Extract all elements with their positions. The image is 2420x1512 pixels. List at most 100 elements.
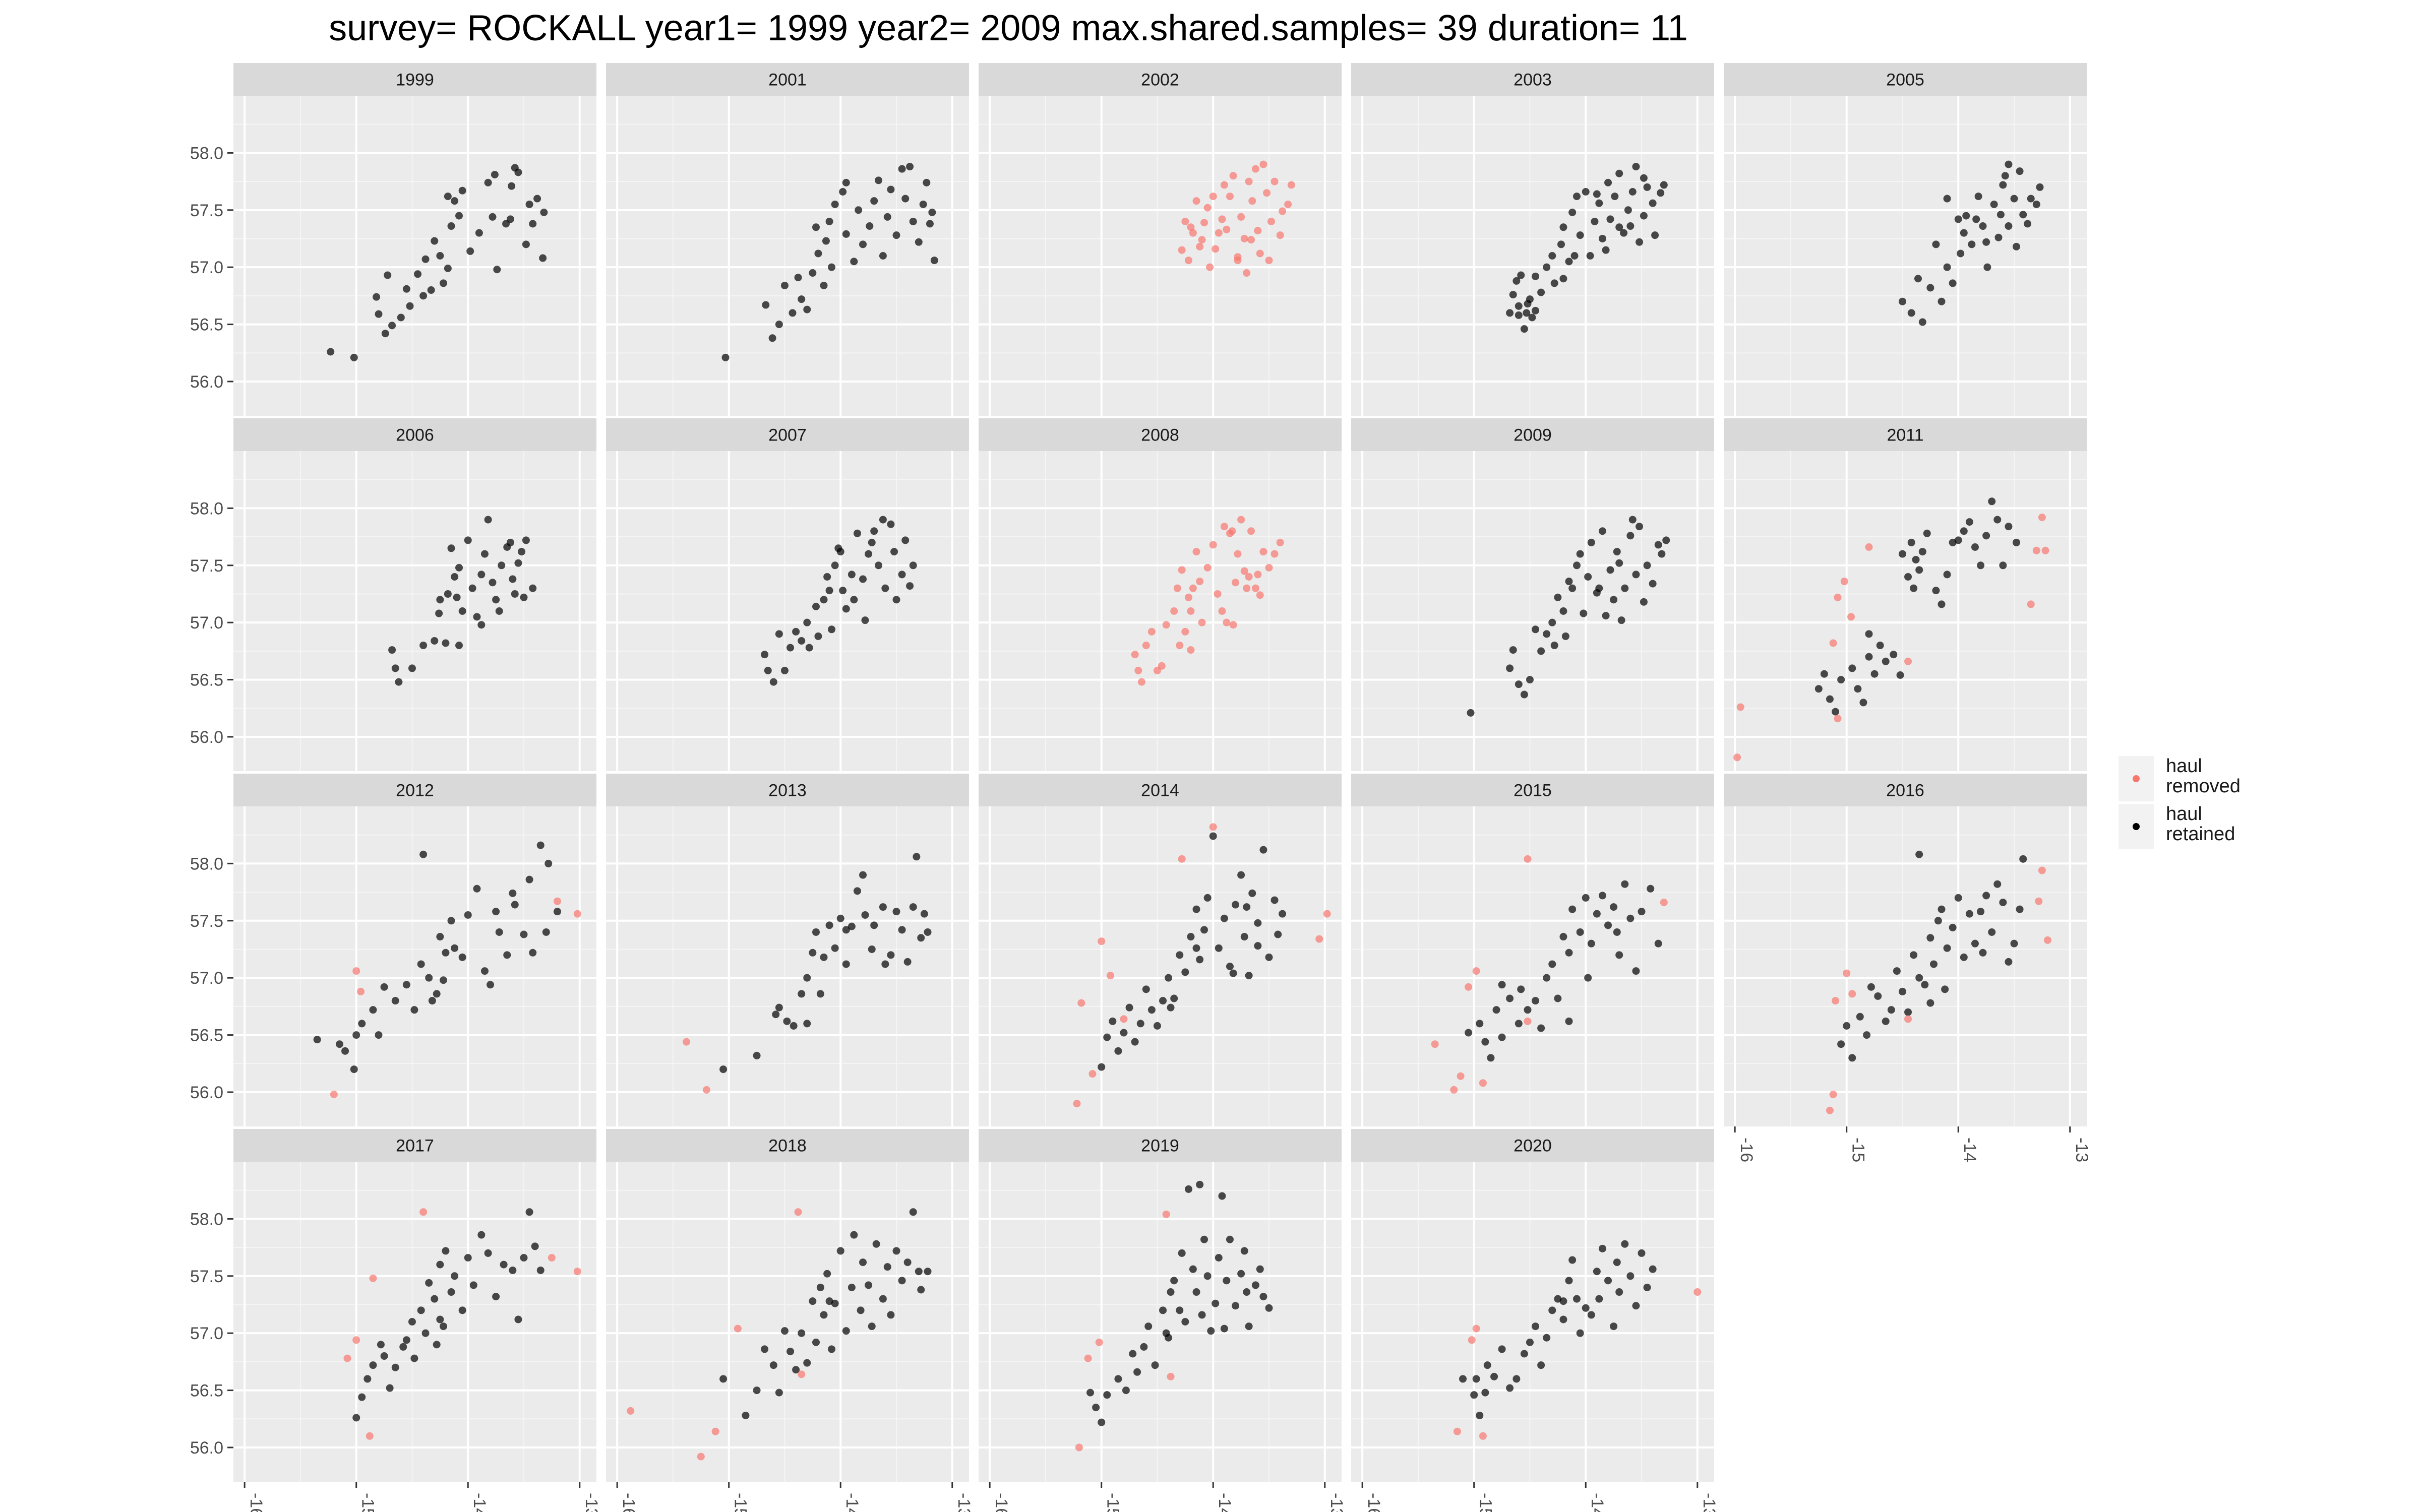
haul-point-retained <box>539 254 547 262</box>
haul-point-removed <box>366 1432 374 1440</box>
haul-point-retained <box>1651 231 1659 239</box>
haul-point-retained <box>909 561 917 570</box>
haul-point-retained <box>1114 1047 1122 1055</box>
haul-point-retained <box>493 266 501 274</box>
haul-point-retained <box>2010 939 2018 948</box>
facet-panel-2012: 2012 <box>233 774 596 1126</box>
haul-point-retained <box>1548 1306 1556 1314</box>
haul-point-retained <box>1929 960 1938 968</box>
haul-point-retained <box>1632 967 1640 975</box>
haul-point-retained <box>2036 183 2044 191</box>
haul-point-retained <box>836 1247 844 1255</box>
haul-point-removed <box>1431 1040 1439 1048</box>
haul-point-removed <box>1203 563 1212 572</box>
haul-point-retained <box>909 903 917 911</box>
haul-point-retained <box>870 921 878 929</box>
y-tick-label: 56.5 <box>190 671 223 690</box>
haul-point-retained <box>1914 275 1922 283</box>
haul-point-retained <box>469 1281 477 1289</box>
haul-point-retained <box>1615 559 1623 567</box>
haul-point-retained <box>364 1375 372 1383</box>
haul-point-retained <box>436 252 444 260</box>
haul-point-retained <box>425 1279 433 1287</box>
haul-point-retained <box>926 220 934 228</box>
haul-point-retained <box>1941 985 1949 993</box>
haul-point-retained <box>809 949 817 957</box>
haul-point-removed <box>1234 257 1242 265</box>
haul-point-retained <box>442 1247 450 1255</box>
haul-point-retained <box>761 651 769 659</box>
haul-point-retained <box>823 573 831 581</box>
haul-point-removed <box>1315 935 1323 943</box>
haul-point-retained <box>1557 240 1565 248</box>
haul-point-retained <box>1568 584 1577 592</box>
legend-item-haul-removed: haul removed <box>2119 756 2330 804</box>
haul-point-retained <box>1559 223 1567 231</box>
haul-point-retained <box>1215 944 1223 952</box>
haul-point-removed <box>1245 177 1253 185</box>
haul-point-retained <box>1915 974 1923 982</box>
haul-point-removed <box>1248 197 1256 205</box>
x-tick-label: -13 <box>1327 1493 1346 1512</box>
haul-point-retained <box>872 1240 880 1248</box>
haul-point-retained <box>522 536 530 544</box>
haul-point-retained <box>798 637 806 645</box>
y-tick-label: 57.0 <box>190 969 223 988</box>
haul-point-retained <box>529 584 537 592</box>
haul-point-retained <box>375 310 383 318</box>
haul-point-retained <box>850 596 858 604</box>
haul-point-retained <box>1506 1384 1514 1392</box>
haul-point-retained <box>1129 1350 1137 1358</box>
haul-point-retained <box>1251 1281 1259 1289</box>
haul-point-retained <box>1256 1265 1264 1273</box>
haul-point-retained <box>388 322 396 330</box>
haul-point-retained <box>1532 306 1540 314</box>
haul-point-removed <box>1192 548 1200 556</box>
haul-point-retained <box>1979 949 1987 957</box>
points-2008-removed <box>1131 516 1284 686</box>
haul-point-retained <box>1532 997 1540 1005</box>
haul-point-retained <box>529 220 537 228</box>
haul-point-retained <box>451 944 459 952</box>
haul-point-retained <box>825 921 833 929</box>
haul-point-retained <box>790 1022 798 1030</box>
haul-point-retained <box>1580 609 1588 617</box>
haul-point-retained <box>1537 1024 1545 1032</box>
haul-point-removed <box>1162 1210 1170 1218</box>
haul-point-retained <box>414 270 422 278</box>
haul-point-retained <box>458 607 466 615</box>
points-2007-retained <box>761 516 917 686</box>
haul-point-retained <box>901 536 910 544</box>
haul-point-retained <box>480 550 489 558</box>
haul-point-retained <box>522 240 530 248</box>
haul-point-removed <box>1162 621 1170 629</box>
haul-point-retained <box>447 544 455 552</box>
haul-point-retained <box>477 571 486 579</box>
haul-point-retained <box>1114 1375 1122 1383</box>
haul-point-retained <box>883 213 891 221</box>
haul-point-retained <box>428 997 436 1005</box>
haul-point-retained <box>514 1315 522 1324</box>
haul-point-removed <box>1189 229 1197 237</box>
haul-point-retained <box>1515 311 1523 319</box>
y-tick-label: 56.5 <box>190 1381 223 1401</box>
haul-point-retained <box>514 559 522 567</box>
haul-point-retained <box>1548 618 1556 626</box>
haul-point-removed <box>1904 657 1912 665</box>
haul-point-retained <box>1565 1277 1573 1285</box>
haul-point-retained <box>1565 578 1573 586</box>
haul-point-retained <box>2012 242 2020 250</box>
haul-point-retained <box>442 949 450 957</box>
haul-point-retained <box>1848 1054 1856 1062</box>
haul-point-removed <box>1287 181 1295 189</box>
haul-point-retained <box>1814 685 1823 693</box>
haul-point-removed <box>1843 969 1851 977</box>
haul-point-retained <box>1615 1288 1623 1296</box>
haul-point-retained <box>1189 1265 1197 1273</box>
haul-point-retained <box>1977 908 1985 916</box>
facet-strip <box>1351 1129 1714 1162</box>
haul-point-retained <box>1647 885 1655 893</box>
facet-strip-label: 2019 <box>1141 1137 1179 1156</box>
haul-point-removed <box>1209 541 1217 549</box>
haul-point-retained <box>1512 277 1521 285</box>
